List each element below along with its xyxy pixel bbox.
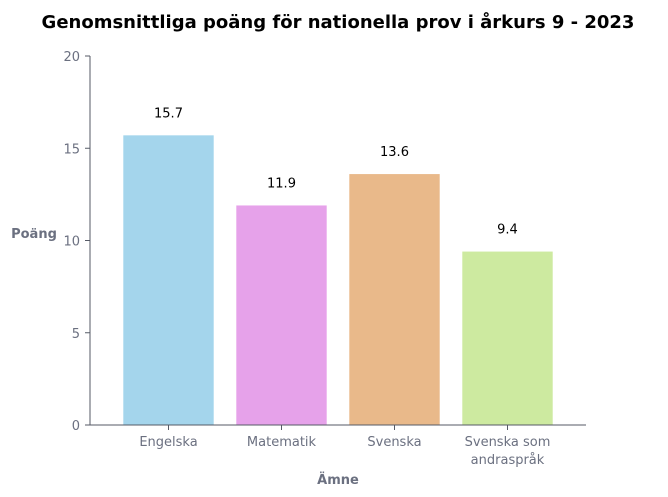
bar bbox=[236, 205, 327, 425]
y-tick-label: 5 bbox=[72, 327, 80, 342]
x-tick-label: Svenska bbox=[367, 435, 421, 450]
y-axis-ticks: 0 5 10 15 20 bbox=[63, 50, 90, 434]
x-axis-label: Ämne bbox=[317, 472, 359, 488]
x-axis-ticks: Engelska Matematik Svenska Svenska som andra… bbox=[139, 425, 550, 468]
chart-title: Genomsnittliga poäng för nationella prov… bbox=[42, 11, 635, 33]
y-tick-label: 20 bbox=[63, 50, 80, 65]
bar bbox=[123, 135, 214, 425]
data-labels: 15.7 11.9 13.6 9.4 bbox=[154, 106, 518, 237]
bar-value-label: 13.6 bbox=[380, 145, 409, 160]
y-tick-label: 10 bbox=[63, 235, 80, 250]
x-tick-label: Matematik bbox=[247, 435, 317, 450]
x-tick-label: Svenska som andraspråk bbox=[465, 435, 551, 468]
bar bbox=[462, 251, 553, 425]
x-tick-label: Engelska bbox=[139, 435, 197, 450]
bars bbox=[123, 135, 553, 425]
y-tick-label: 0 bbox=[72, 419, 80, 434]
bar-value-label: 15.7 bbox=[154, 106, 183, 121]
bar bbox=[349, 174, 440, 425]
y-tick-label: 15 bbox=[63, 142, 80, 157]
bar-value-label: 9.4 bbox=[497, 223, 518, 238]
y-axis-label: Poäng bbox=[11, 227, 57, 242]
bar-value-label: 11.9 bbox=[267, 176, 296, 191]
